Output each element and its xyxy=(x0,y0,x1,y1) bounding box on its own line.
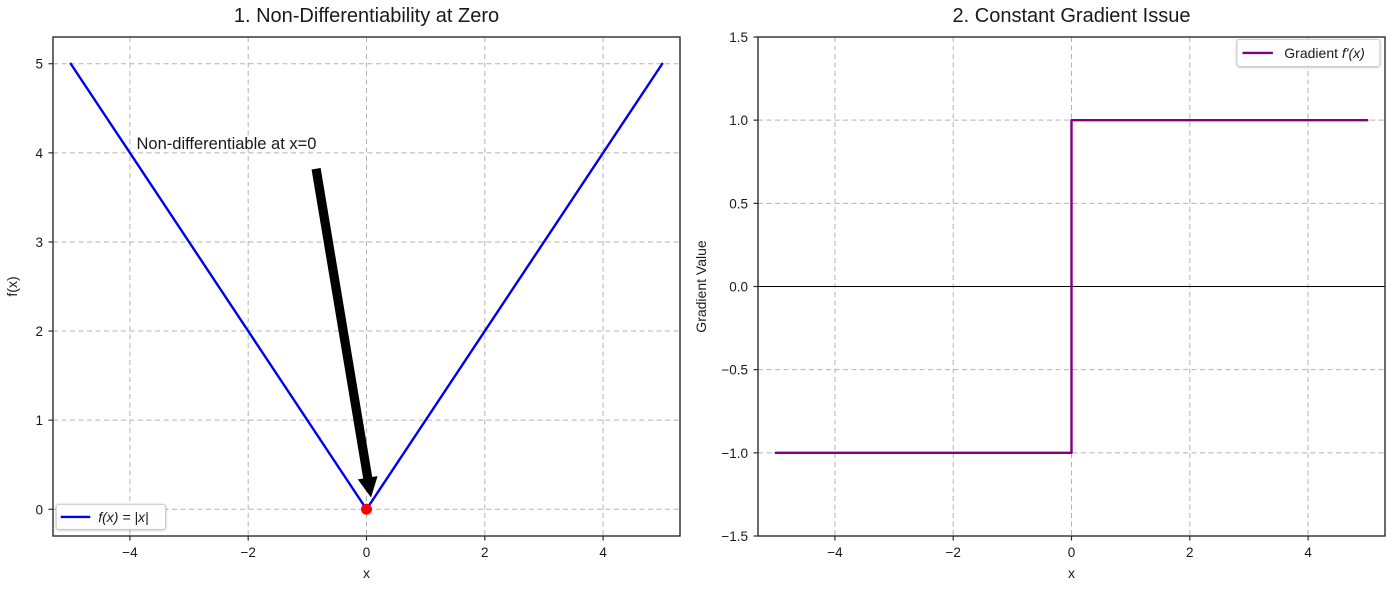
svg-text:5: 5 xyxy=(35,57,43,72)
svg-text:0: 0 xyxy=(35,502,43,517)
svg-text:−0.5: −0.5 xyxy=(721,363,748,378)
svg-text:Gradient Value: Gradient Value xyxy=(693,240,709,333)
svg-text:−1.0: −1.0 xyxy=(721,446,748,461)
svg-text:1.5: 1.5 xyxy=(729,30,748,45)
svg-text:0: 0 xyxy=(1068,545,1076,560)
svg-text:−2: −2 xyxy=(945,545,960,560)
svg-text:−2: −2 xyxy=(240,545,255,560)
svg-text:1: 1 xyxy=(35,413,43,428)
svg-text:−1.5: −1.5 xyxy=(721,529,748,544)
svg-text:0.5: 0.5 xyxy=(729,196,748,211)
svg-text:4: 4 xyxy=(35,146,43,161)
svg-text:3: 3 xyxy=(35,235,43,250)
svg-text:2: 2 xyxy=(481,545,489,560)
svg-text:−4: −4 xyxy=(122,545,138,560)
svg-text:1. Non-Differentiability at Ze: 1. Non-Differentiability at Zero xyxy=(234,5,499,27)
svg-text:Gradient f'(x): Gradient f'(x) xyxy=(1284,45,1364,61)
svg-text:0: 0 xyxy=(363,545,371,560)
svg-text:x: x xyxy=(363,565,370,581)
svg-text:2: 2 xyxy=(35,324,43,339)
svg-text:f(x) = |x|: f(x) = |x| xyxy=(98,509,148,525)
svg-text:0.0: 0.0 xyxy=(729,280,748,295)
svg-text:2. Constant Gradient Issue: 2. Constant Gradient Issue xyxy=(953,5,1191,27)
svg-text:x: x xyxy=(1068,565,1075,581)
svg-text:f(x): f(x) xyxy=(4,276,20,296)
svg-text:4: 4 xyxy=(1304,545,1312,560)
svg-text:−4: −4 xyxy=(827,545,843,560)
svg-text:4: 4 xyxy=(599,545,607,560)
svg-text:Non-differentiable at x=0: Non-differentiable at x=0 xyxy=(137,135,317,153)
svg-text:2: 2 xyxy=(1186,545,1194,560)
svg-text:1.0: 1.0 xyxy=(729,113,748,128)
